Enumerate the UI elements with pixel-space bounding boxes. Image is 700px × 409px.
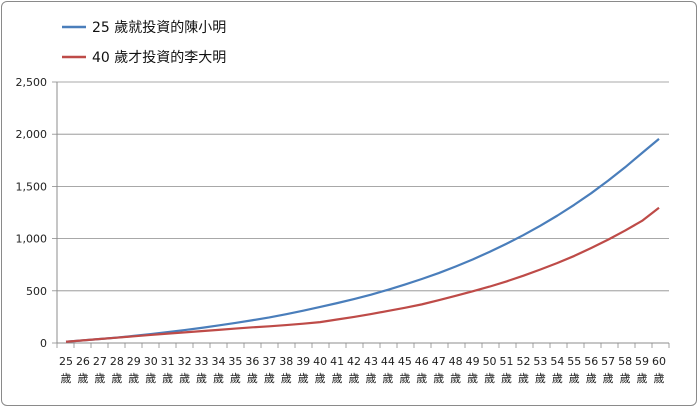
x-tick-label-31: 56 歲 (584, 355, 598, 385)
x-tick-label-19: 44 歲 (381, 355, 395, 385)
x-tick-label-33: 58 歲 (618, 355, 632, 385)
x-tick-label-6: 31 歲 (161, 355, 175, 385)
gridlines (57, 81, 669, 292)
x-tick-label-20: 45 歲 (398, 355, 412, 385)
x-tick-label-24: 49 歲 (466, 355, 480, 385)
y-tick-label-0: 0 (40, 337, 47, 350)
x-tick-label-2: 27 歲 (93, 355, 107, 385)
series-line-0 (65, 138, 660, 343)
x-tick-label-9: 34 歲 (211, 355, 225, 385)
y-tick-label-1: 500 (26, 285, 47, 298)
x-tick-label-23: 48 歲 (449, 355, 463, 385)
x-tick-label-4: 29 歲 (127, 355, 141, 385)
y-tick-label-3: 1,500 (16, 180, 48, 193)
x-tick-label-32: 57 歲 (601, 355, 615, 385)
series-line-1 (65, 206, 660, 343)
y-tick-label-5: 2,500 (16, 76, 48, 89)
x-tick-label-0: 25 歲 (59, 355, 73, 385)
x-tick-label-29: 54 歲 (550, 355, 564, 385)
legend-label-0: 25 歲就投資的陳小明 (92, 20, 226, 36)
legend: 25 歲就投資的陳小明 40 歲才投資的李大明 (62, 20, 226, 66)
x-axis-ticks: 25 歲26 歲27 歲28 歲29 歲30 歲31 歲32 歲33 歲34 歲35 歲36 歲37 歲3… (56, 343, 670, 385)
x-tick-label-1: 26 歲 (76, 355, 90, 385)
x-tick-label-28: 53 歲 (533, 355, 547, 385)
x-tick-label-7: 32 歲 (178, 355, 192, 385)
x-tick-label-15: 40 歲 (313, 355, 327, 385)
x-tick-label-26: 51 歲 (500, 355, 514, 385)
series-lines (65, 138, 660, 343)
axes (56, 82, 669, 344)
x-tick-label-10: 35 歲 (228, 355, 242, 385)
x-tick-label-35: 60 歲 (652, 355, 666, 385)
x-tick-label-22: 47 歲 (432, 355, 446, 385)
legend-label-1: 40 歲才投資的李大明 (92, 50, 226, 66)
x-tick-label-27: 52 歲 (516, 355, 530, 385)
x-tick-label-25: 50 歲 (483, 355, 497, 385)
y-axis-ticks: 0 500 1,000 1,500 2,000 2,500 (16, 76, 57, 350)
y-tick-label-4: 2,000 (16, 128, 48, 141)
x-tick-label-30: 55 歲 (567, 355, 581, 385)
x-tick-label-16: 41 歲 (330, 355, 344, 385)
x-tick-label-13: 38 歲 (279, 355, 293, 385)
y-tick-label-2: 1,000 (16, 233, 48, 246)
x-tick-label-3: 28 歲 (110, 355, 124, 385)
x-tick-label-5: 30 歲 (144, 355, 158, 385)
x-tick-label-12: 37 歲 (262, 355, 276, 385)
x-tick-label-17: 42 歲 (347, 355, 361, 385)
x-tick-label-8: 33 歲 (195, 355, 209, 385)
x-tick-label-18: 43 歲 (364, 355, 378, 385)
x-tick-label-21: 46 歲 (415, 355, 429, 385)
x-tick-label-34: 59 歲 (635, 355, 649, 385)
x-tick-label-14: 39 歲 (296, 355, 310, 385)
x-tick-label-11: 36 歲 (245, 355, 259, 385)
